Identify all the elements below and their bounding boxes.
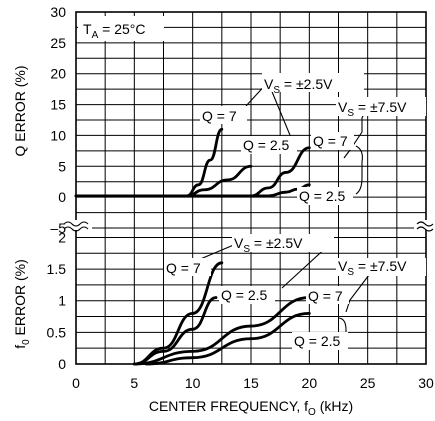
y-tick-label: 30	[50, 4, 66, 20]
x-tick-label: 30	[418, 375, 434, 391]
x-axis-label: CENTER FREQUENCY, fO (kHz)	[149, 398, 353, 418]
y-tick-label: 0	[58, 189, 66, 205]
y-tick-label: 1.5	[47, 261, 67, 277]
y-tick-label: 0	[58, 356, 66, 372]
y-ticks-f0-error: 2 1.5 1 0.5 0	[47, 229, 67, 372]
temperature-box	[78, 16, 164, 41]
vs-high-label-bottom: VS = ±7.5V	[338, 258, 407, 278]
x-tick-label: 0	[72, 375, 80, 391]
vs-high-label-top: VS = ±7.5V	[338, 99, 407, 119]
x-tick-label: 25	[360, 375, 376, 391]
q25-right-label-bottom: Q = 2.5	[294, 333, 341, 349]
q7-left-label-top: Q = 7	[202, 108, 237, 124]
axis-break-left	[60, 220, 92, 232]
top-panel-labels: VS = ±2.5V VS = ±7.5V Q = 7 Q = 2.5 Q = …	[200, 73, 426, 205]
temperature-annotation: TA = 25°C	[83, 21, 145, 41]
y-tick-label: 0.5	[47, 324, 67, 340]
q7-left-label-bottom: Q = 7	[166, 260, 201, 276]
y-tick-label: 1	[58, 293, 66, 309]
q25-right-label-top: Q = 2.5	[299, 188, 346, 204]
bottom-panel-labels: VS = ±2.5V VS = ±7.5V Q = 7 Q = 2.5 Q = …	[164, 234, 426, 350]
q25-left-label-top: Q = 2.5	[243, 137, 290, 153]
y-tick-label: 2	[58, 229, 66, 245]
x-tick-label: 15	[243, 375, 259, 391]
y-tick-label: 25	[50, 35, 66, 51]
vs-low-label-bottom: VS = ±2.5V	[234, 235, 303, 255]
y-ticks-q-error: 30 25 20 15 10 5 0 –5	[50, 4, 66, 236]
leader-line	[355, 145, 363, 195]
series-line	[144, 311, 311, 366]
leader-line	[345, 270, 373, 313]
y-tick-label: 5	[58, 158, 66, 174]
series-line	[132, 296, 311, 366]
y-tick-label: 10	[50, 127, 66, 143]
x-tick-label: 10	[185, 375, 201, 391]
q7-right-label-top: Q = 7	[313, 133, 348, 149]
y-tick-label: –5	[50, 220, 66, 236]
series-line	[132, 296, 218, 366]
x-tick-label: 5	[130, 375, 138, 391]
vs-low-label-top: VS = ±2.5V	[264, 76, 333, 96]
series-line	[74, 127, 224, 198]
axis-break-right	[414, 220, 435, 232]
y-axis-label-f0-error: f0 ERROR (%)	[12, 259, 32, 349]
y-tick-label: 20	[50, 66, 66, 82]
q7-right-label-bottom: Q = 7	[308, 288, 343, 304]
x-ticks: 0 5 10 15 20 25 30	[72, 375, 434, 391]
x-tick-label: 20	[302, 375, 318, 391]
y-tick-label: 15	[50, 97, 66, 113]
grid-layer	[76, 11, 426, 364]
leader-line	[197, 243, 237, 261]
plot-frame	[75, 11, 427, 365]
q25-left-label-bottom: Q = 2.5	[221, 287, 268, 303]
y-axis-label-q-error: Q ERROR (%)	[12, 66, 28, 157]
